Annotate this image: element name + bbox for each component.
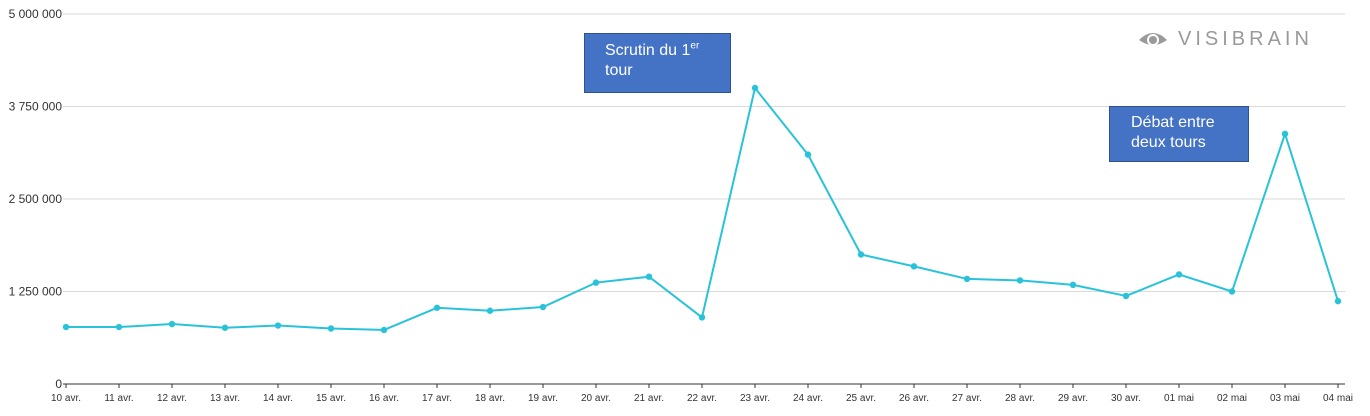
x-tick-label: 16 avr. [369,393,399,404]
data-point[interactable] [592,279,600,286]
logo-text: VISIBRAIN [1178,27,1313,50]
x-tick-label: 14 avr. [263,393,293,404]
x-tick-label: 18 avr. [475,393,505,404]
x-tick-label: 13 avr. [210,393,240,404]
data-point[interactable] [698,314,706,321]
data-point[interactable] [963,275,971,283]
annotation-first-round-text2: tour [605,62,633,79]
y-tick-label: 5 000 000 [9,7,63,21]
x-tick-label: 25 avr. [846,393,876,404]
annotation-first-round-sup: er [690,40,700,52]
data-point[interactable] [539,303,547,311]
x-tick-label: 26 avr. [899,393,929,404]
data-point[interactable] [1334,297,1342,305]
x-tick-label: 17 avr. [422,393,452,404]
visibrain-logo: VISIBRAIN [1138,26,1313,52]
x-tick-label: 21 avr. [634,393,664,404]
data-point[interactable] [751,84,759,92]
x-tick-label: 28 avr. [1005,393,1035,404]
data-point[interactable] [1228,288,1236,295]
data-point[interactable] [1016,277,1024,284]
data-point[interactable] [486,307,494,314]
annotation-first-round-text: Scrutin du 1 [605,42,691,59]
data-point[interactable] [221,324,229,331]
x-tick-label: 24 avr. [793,393,823,404]
data-point[interactable] [645,273,653,280]
annotation-debate: Débat entre deux tours [1109,106,1249,162]
data-point[interactable] [804,151,812,158]
data-point[interactable] [168,320,176,328]
x-tick-label: 23 avr. [740,393,770,404]
x-tick-label: 20 avr. [581,393,611,404]
data-point[interactable] [62,323,70,331]
x-tick-label: 03 mai [1270,393,1300,404]
x-tick-label: 30 avr. [1111,393,1141,404]
data-point[interactable] [433,304,441,311]
x-tick-label: 01 mai [1164,393,1194,404]
x-tick-label: 10 avr. [51,393,81,404]
x-axis-ticks: 10 avr. 11 avr. 12 avr. 13 avr. 14 avr. 15 av… [51,384,1353,404]
data-point[interactable] [1122,292,1130,300]
x-tick-label: 27 avr. [952,393,982,404]
annotation-first-round: Scrutin du 1er tour [584,33,731,93]
data-point[interactable] [274,322,282,329]
x-tick-label: 12 avr. [157,393,187,404]
data-point[interactable] [380,326,388,334]
y-tick-label: 0 [55,377,62,391]
data-point[interactable] [1069,281,1077,289]
eye-icon [1139,33,1167,46]
y-tick-label: 3 750 000 [9,100,63,114]
x-tick-label: 22 avr. [687,393,717,404]
data-point[interactable] [327,325,335,332]
x-tick-label: 11 avr. [104,393,133,404]
x-tick-label: 19 avr. [528,393,558,404]
x-tick-label: 02 mai [1217,393,1247,404]
data-point[interactable] [1175,271,1183,278]
y-tick-label: 1 250 000 [9,285,63,299]
data-point[interactable] [857,251,865,258]
x-tick-label: 29 avr. [1058,393,1088,404]
y-tick-label: 2 500 000 [9,192,63,206]
x-tick-label: 04 mai [1323,393,1353,404]
data-point[interactable] [1281,130,1289,138]
y-axis-ticks: 0 1 250 000 2 500 000 3 750 000 5 000 000 [9,7,63,391]
series-line-group [62,84,1342,334]
x-tick-label: 15 avr. [316,393,346,404]
data-point[interactable] [910,263,918,270]
annotation-debate-text: Débat entre deux tours [1131,114,1215,151]
data-point[interactable] [115,323,123,331]
